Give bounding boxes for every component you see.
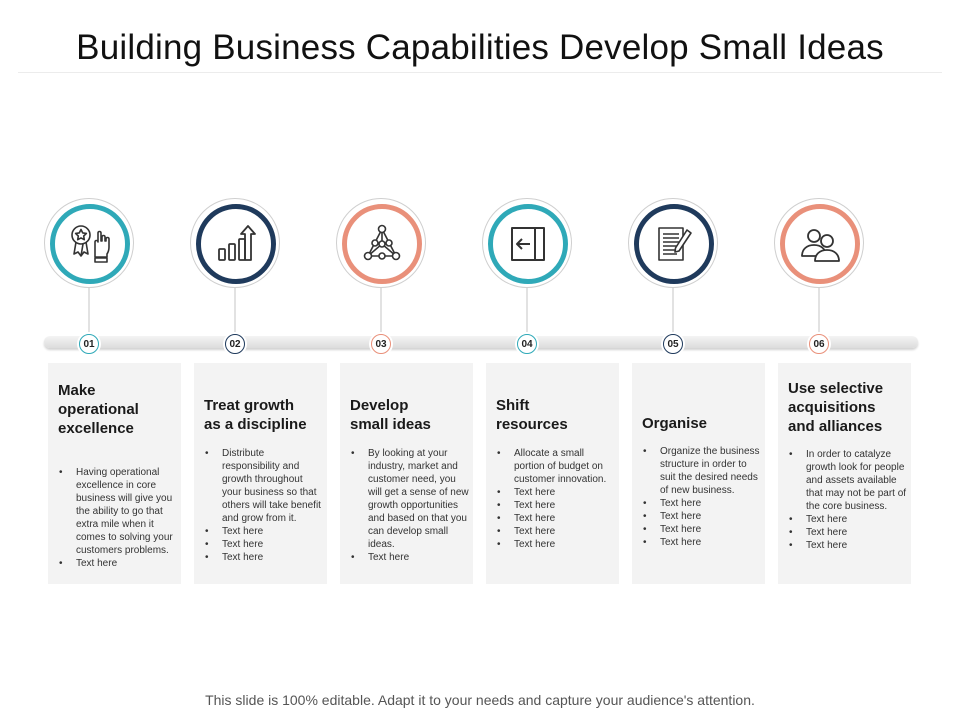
award-badge-icon xyxy=(71,225,110,263)
connector-line xyxy=(234,288,236,334)
list-item: Text here xyxy=(642,523,761,536)
icon-ring xyxy=(44,198,134,288)
connector-line xyxy=(672,288,674,334)
card-06: Use selective acquisitions and alliances… xyxy=(778,363,911,584)
icon-ring xyxy=(482,198,572,288)
list-item: Text here xyxy=(496,538,615,551)
card-04: Shift resources Allocate a small portion… xyxy=(486,363,619,584)
card-05: Organise Organize the business structure… xyxy=(632,363,765,584)
card-bullets: Organize the business structure in order… xyxy=(642,445,761,549)
heading-line: Use selective xyxy=(788,380,884,397)
icon-ring xyxy=(628,198,718,288)
list-item: Text here xyxy=(204,525,323,538)
heading-line: and alliances xyxy=(788,418,883,435)
heading-line: excellence xyxy=(58,419,134,437)
connector-line xyxy=(818,288,820,334)
growth-chart-icon xyxy=(218,225,256,261)
card-01: Make operational excellence Having opera… xyxy=(48,363,181,584)
footer-note: This slide is 100% editable. Adapt it to… xyxy=(205,692,755,708)
heading-line: resources xyxy=(496,416,568,433)
heading-line: Make xyxy=(58,381,96,399)
card-description: Having operational excellence in core bu… xyxy=(58,466,177,557)
card-02: Treat growth as a discipline Distribute … xyxy=(194,363,327,584)
connector-line xyxy=(380,288,382,334)
card-heading: Make operational excellence xyxy=(58,363,175,455)
card-heading: Develop small ideas xyxy=(350,396,467,458)
icon-ring xyxy=(190,198,280,288)
heading-line: acquisitions xyxy=(788,399,876,416)
list-item: Text here xyxy=(204,551,323,564)
step-number: 02 xyxy=(225,334,245,354)
connector-line xyxy=(526,288,528,334)
card-bullets: By looking at your industry, market and … xyxy=(350,447,469,564)
document-pen-icon xyxy=(658,227,692,261)
list-item: Text here xyxy=(642,497,761,510)
step-number: 06 xyxy=(809,334,829,354)
network-triangle-icon xyxy=(363,224,401,261)
list-item: Text here xyxy=(642,510,761,523)
card-heading: Use selective acquisitions and alliances xyxy=(788,379,905,441)
heading-line: small ideas xyxy=(350,416,431,433)
card-bullets: Having operational excellence in core bu… xyxy=(58,466,177,570)
list-item: Text here xyxy=(496,525,615,538)
step-number: 01 xyxy=(79,334,99,354)
icon-ring xyxy=(774,198,864,288)
heading-line: operational xyxy=(58,400,139,418)
card-description: Distribute responsibility and growth thr… xyxy=(204,447,323,525)
list-item: Text here xyxy=(788,513,907,526)
step-number: 03 xyxy=(371,334,391,354)
card-heading: Shift resources xyxy=(496,396,613,458)
card-description: Allocate a small portion of budget on cu… xyxy=(496,447,615,486)
list-item: Text here xyxy=(496,499,615,512)
people-icon xyxy=(801,229,840,262)
card-description: By looking at your industry, market and … xyxy=(350,447,469,551)
heading-line: Shift xyxy=(496,397,530,414)
card-description: In order to catalyze growth look for peo… xyxy=(788,448,907,513)
card-03: Develop small ideas By looking at your i… xyxy=(340,363,473,584)
list-item: Text here xyxy=(788,539,907,552)
list-item: Text here xyxy=(58,557,177,570)
list-item: Text here xyxy=(788,526,907,539)
list-item: Text here xyxy=(642,536,761,549)
slide-title: Building Business Capabilities Develop S… xyxy=(76,28,884,67)
card-bullets: In order to catalyze growth look for peo… xyxy=(788,448,907,552)
list-item: Text here xyxy=(204,538,323,551)
list-item: Text here xyxy=(496,512,615,525)
list-item: Text here xyxy=(350,551,469,564)
timeline-bar xyxy=(44,336,918,348)
icon-ring xyxy=(336,198,426,288)
card-description: Organize the business structure in order… xyxy=(642,445,761,497)
card-bullets: Distribute responsibility and growth thr… xyxy=(204,447,323,564)
card-heading: Treat growth as a discipline xyxy=(204,396,321,458)
heading-line: Develop xyxy=(350,397,409,414)
heading-line: Organise xyxy=(642,415,708,432)
heading-line: as a discipline xyxy=(204,416,307,433)
connector-line xyxy=(88,288,90,334)
heading-line: Treat growth xyxy=(204,397,295,414)
step-number: 05 xyxy=(663,334,683,354)
card-heading: Organise xyxy=(642,414,759,438)
shift-arrow-icon xyxy=(511,227,545,261)
step-number: 04 xyxy=(517,334,537,354)
card-bullets: Allocate a small portion of budget on cu… xyxy=(496,447,615,551)
list-item: Text here xyxy=(496,486,615,499)
title-divider xyxy=(18,72,942,73)
